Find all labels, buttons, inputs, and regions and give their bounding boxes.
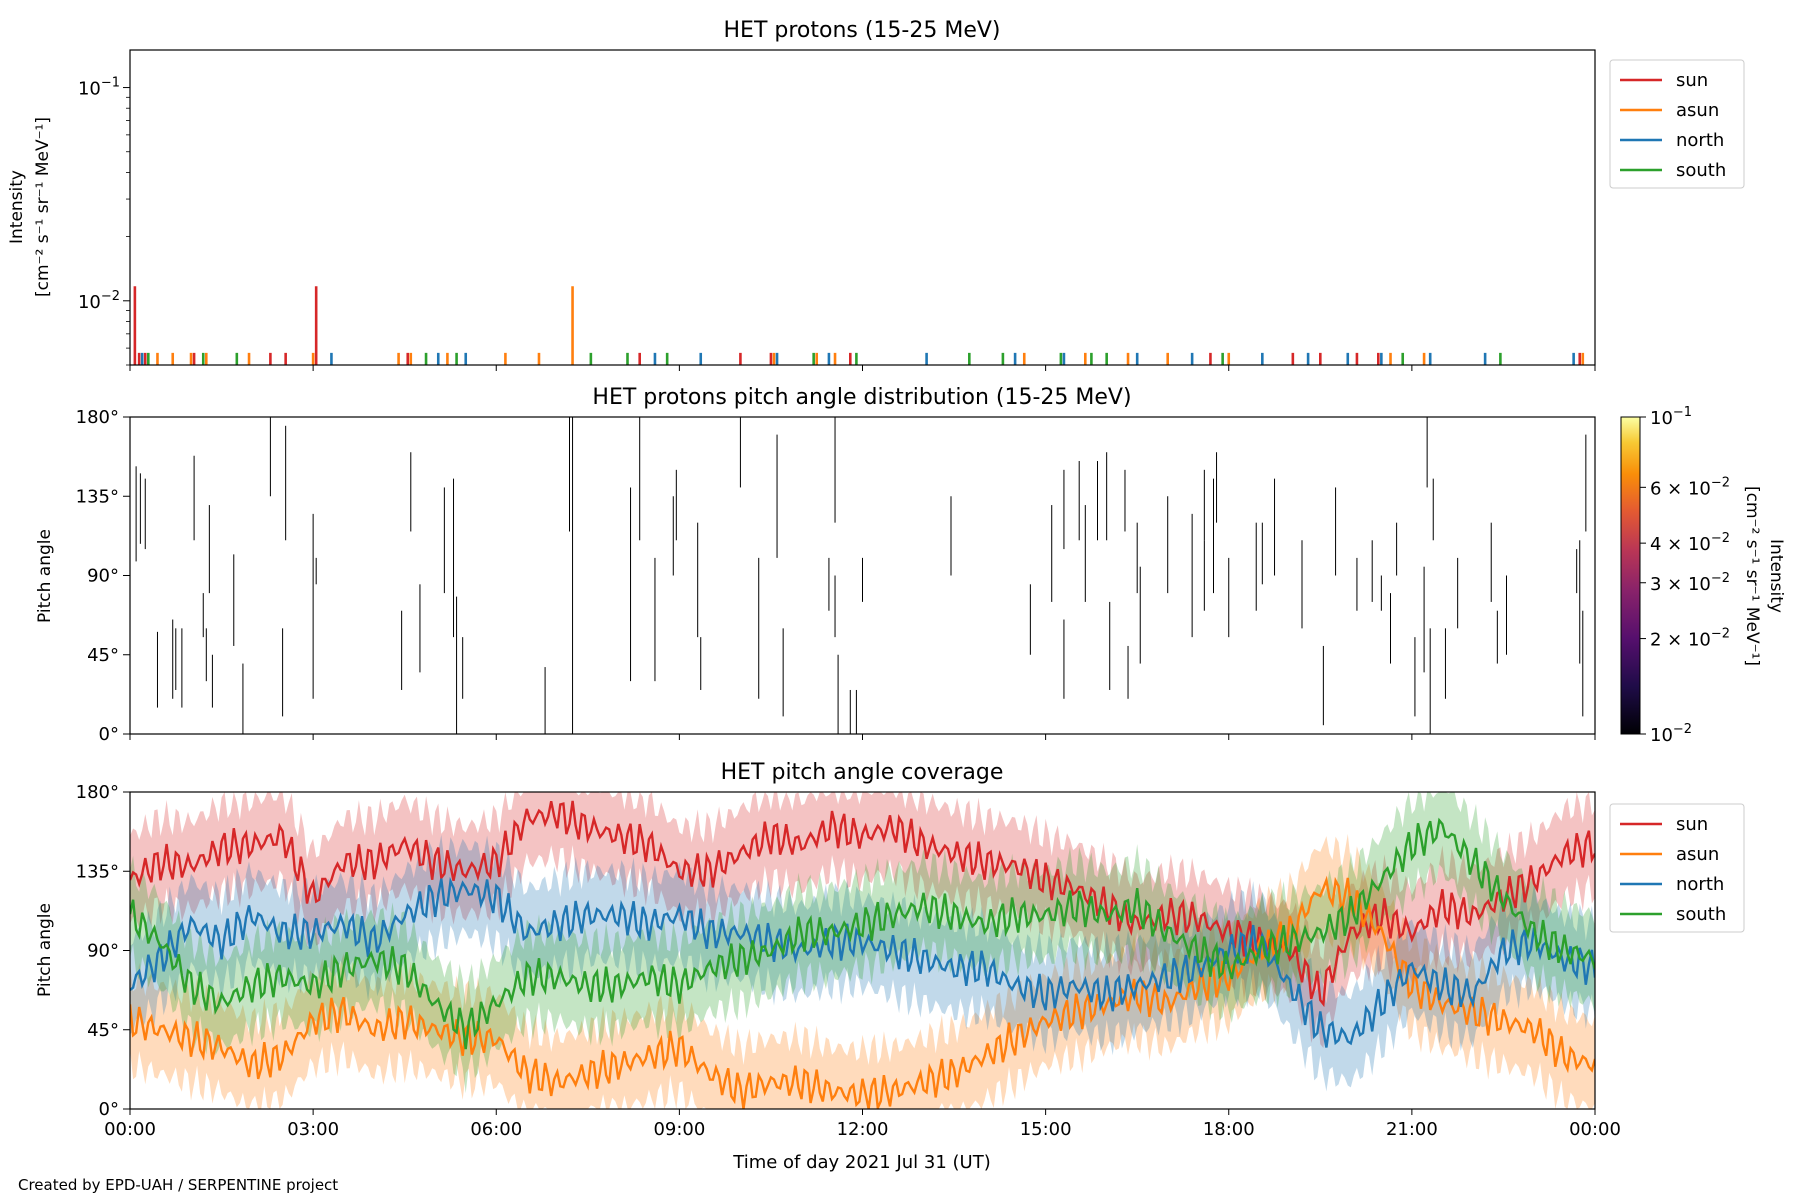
panel2-xticks	[129, 734, 1596, 740]
y-tick-label: 45°	[87, 645, 119, 666]
y-tick-label: 180°	[76, 782, 119, 803]
band-asun	[130, 833, 1595, 1109]
x-tick-label: 15:00	[1020, 1119, 1072, 1140]
line-north	[130, 876, 1595, 1048]
panel1-legend: sun asun north south	[1609, 59, 1745, 189]
panel1-title: HET protons (15-25 MeV)	[724, 18, 1001, 43]
y-tick-label: 0°	[99, 1099, 119, 1120]
x-tick-label: 00:00	[104, 1119, 156, 1140]
footer-credit: Created by EPD-UAH / SERPENTINE project	[18, 1176, 339, 1194]
legend-label-south: south	[1676, 904, 1726, 925]
panel2-yticks: 0° 45° 90° 135° 180°	[76, 407, 130, 745]
colorbar-label-text: Intensity	[1766, 539, 1786, 613]
colorbar-unit: [cm⁻² s⁻¹ sr⁻¹ MeV⁻¹]	[1742, 486, 1762, 666]
y-tick-label: 135°	[76, 486, 119, 507]
x-axis-label: Time of day 2021 Jul 31 (UT)	[732, 1152, 990, 1173]
y-tick-label: 180°	[76, 407, 119, 428]
legend-label-sun: sun	[1676, 70, 1708, 91]
x-tick-label: 06:00	[470, 1119, 522, 1140]
cbar-tick-label: 2 × 10−2	[1650, 627, 1730, 651]
panel3-title: HET pitch angle coverage	[721, 760, 1004, 785]
x-tick-label: 03:00	[287, 1119, 339, 1140]
x-tick-label: 18:00	[1203, 1119, 1255, 1140]
panel3-xticks: 00:00 03:00 06:00 09:00 12:00 15:00 18:00 21:00…	[104, 1109, 1621, 1140]
x-tick-label: 12:00	[837, 1119, 889, 1140]
line-south	[130, 817, 1595, 1050]
x-tick-label: 00:00	[1569, 1119, 1621, 1140]
colorbar-label: Intensity	[1766, 539, 1786, 613]
panel-intensity: HET protons (15-25 MeV) 10−1 10−2 Intensi…	[7, 18, 1745, 371]
panel1-xticks	[129, 365, 1596, 371]
line-sun	[130, 800, 1595, 1008]
legend-label-asun: asun	[1676, 844, 1719, 865]
colorbar-unit-text: [cm⁻² s⁻¹ sr⁻¹ MeV⁻¹]	[1742, 486, 1762, 666]
cbar-tick-label: 4 × 10−2	[1650, 531, 1730, 555]
y-tick-label: 135°	[76, 861, 119, 882]
legend-box	[1609, 803, 1745, 933]
x-tick-label: 21:00	[1386, 1119, 1438, 1140]
panel-pad: HET protons pitch angle distribution (15…	[35, 385, 1786, 746]
panel2-segments	[135, 417, 1587, 734]
y-tick-label: 0°	[99, 724, 119, 745]
panel2-ylabel: Pitch angle	[35, 529, 55, 623]
panel1-yunit-text: [cm⁻² s⁻¹ sr⁻¹ MeV⁻¹]	[33, 117, 53, 297]
y-tick-label: 10−2	[78, 289, 120, 313]
cbar-tick-label: 10−1	[1650, 405, 1692, 429]
legend-box	[1609, 59, 1745, 189]
panel3-lines	[130, 800, 1595, 1109]
panel1-spikes	[133, 286, 1585, 365]
legend-label-asun: asun	[1676, 100, 1719, 121]
legend-label-sun: sun	[1676, 814, 1708, 835]
panel1-yticks: 10−1 10−2	[78, 76, 130, 366]
panel-coverage: HET pitch angle coverage 0° 45° 90° 135° 180…	[35, 760, 1745, 1173]
panel3-legend: sun asun north south	[1609, 803, 1745, 933]
band-north	[130, 834, 1595, 1092]
legend-label-north: north	[1676, 874, 1724, 895]
colorbar	[1620, 416, 1641, 735]
panel3-yticks: 0° 45° 90° 135° 180°	[76, 782, 130, 1120]
cbar-tick-label: 3 × 10−2	[1650, 571, 1730, 595]
cbar-tick-label: 10−2	[1650, 722, 1692, 746]
legend-label-south: south	[1676, 160, 1726, 181]
panel1-ylabel-text: Intensity	[7, 170, 27, 244]
y-tick-label: 10−1	[78, 76, 120, 100]
panel1-ylabel: Intensity	[7, 170, 27, 244]
panel3-ylabel-text: Pitch angle	[35, 903, 55, 997]
panel2-ylabel-text: Pitch angle	[35, 529, 55, 623]
panel2-title: HET protons pitch angle distribution (15…	[592, 385, 1131, 410]
panel1-frame	[129, 49, 1596, 366]
y-tick-label: 45°	[87, 1020, 119, 1041]
colorbar-ticks: 10−1 6 × 10−2 4 × 10−2 3 × 10−2 2 × 10−2 10−2	[1640, 405, 1730, 746]
band-south	[130, 792, 1595, 1094]
y-tick-label: 90°	[87, 941, 119, 962]
cbar-tick-label: 6 × 10−2	[1650, 475, 1730, 499]
panel3-ylabel: Pitch angle	[35, 903, 55, 997]
legend-label-north: north	[1676, 130, 1724, 151]
x-tick-label: 09:00	[653, 1119, 705, 1140]
panel1-yunit: [cm⁻² s⁻¹ sr⁻¹ MeV⁻¹]	[33, 117, 53, 297]
y-tick-label: 90°	[87, 566, 119, 587]
